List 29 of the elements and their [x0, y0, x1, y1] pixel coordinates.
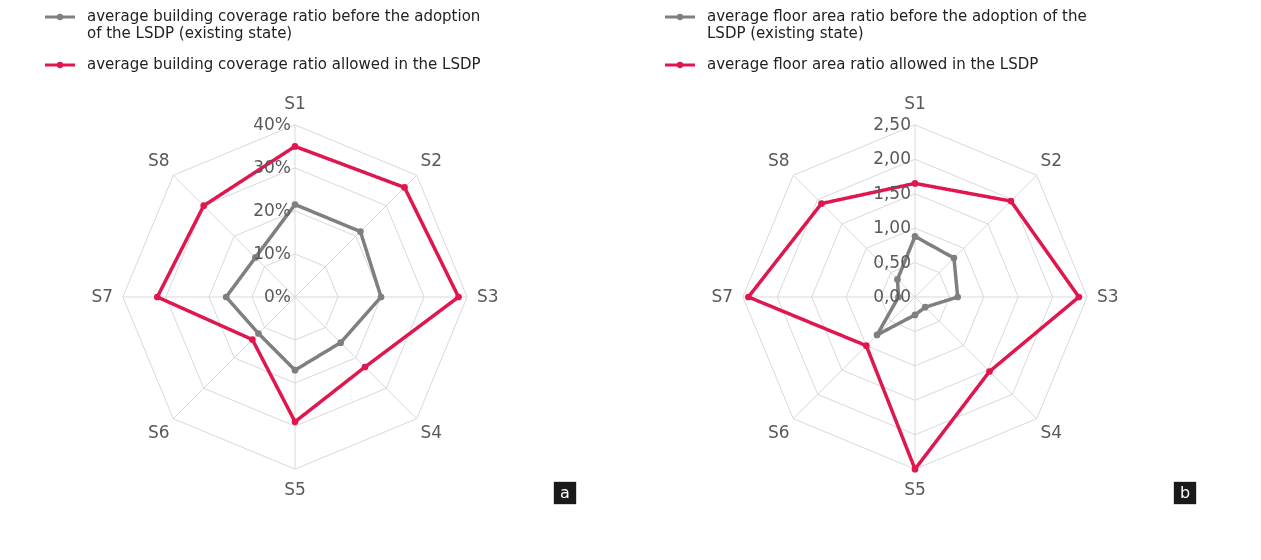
spoke-label: S2: [1040, 149, 1063, 170]
spoke-label: S7: [711, 286, 734, 306]
spoke-label: S5: [904, 478, 926, 499]
spoke-label: S6: [147, 422, 170, 443]
y-tick-label: 0%: [264, 286, 291, 306]
spoke-label: S3: [1096, 286, 1119, 306]
spoke-label: S1: [904, 93, 926, 114]
text: a: [560, 483, 570, 502]
legend-label: average floor area ratio allowed in the LSDP: [707, 55, 1039, 73]
spoke-label: S3: [476, 286, 499, 306]
spoke-label: S5: [284, 478, 306, 499]
legend-label: average building coverage ratio before the adoption of the LSDP (existing state): [87, 7, 481, 42]
spoke-label: S4: [420, 422, 443, 443]
spoke-label: S8: [147, 149, 170, 170]
legend-label: average building coverage ratio allowed in the LSDP: [87, 55, 481, 73]
spoke-label: S1: [284, 93, 306, 114]
spoke-label: S7: [91, 286, 114, 306]
spoke-label: S8: [767, 149, 790, 170]
y-tick-label: 1,50: [873, 182, 911, 203]
spoke-label: S6: [767, 422, 790, 443]
spoke-label: S4: [1040, 422, 1063, 443]
y-tick-label: 2,00: [873, 148, 911, 169]
y-tick-label: 2,50: [873, 113, 911, 134]
text: b: [1179, 483, 1191, 502]
y-tick-label: 20%: [253, 199, 291, 220]
spoke-label: S2: [420, 149, 443, 170]
legend-label: average floor area ratio before the adoption of the LSDP (existing state): [707, 7, 1087, 42]
y-tick-label: 1,00: [873, 217, 911, 238]
y-tick-label: 40%: [253, 113, 291, 134]
